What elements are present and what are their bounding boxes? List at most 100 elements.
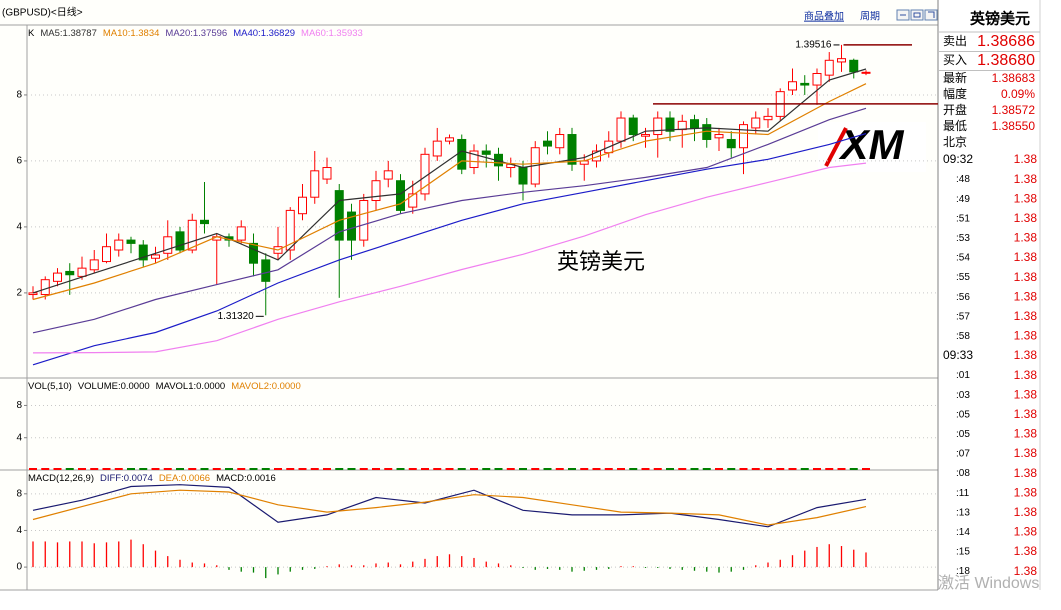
volume-bar	[617, 468, 625, 470]
icon-button[interactable]	[910, 9, 924, 21]
tick-time: :03	[956, 390, 970, 401]
candle-body	[28, 292, 38, 296]
candle-body	[163, 236, 173, 254]
tick-time: :01	[956, 370, 970, 381]
candle-body	[812, 72, 822, 86]
quote-label: 最低	[943, 119, 967, 133]
tick-time: :57	[956, 311, 970, 322]
y-tick-label: 6	[16, 156, 22, 167]
quote-label: 幅度	[943, 86, 967, 101]
quote-value: 0.09%	[1001, 87, 1035, 101]
candle-body	[788, 81, 797, 91]
tick-time: :08	[956, 468, 970, 479]
tick-price: 1.38	[1014, 485, 1038, 499]
legend-value: 0.0000	[196, 381, 225, 392]
quote-label: 最新	[943, 70, 967, 85]
candle-body	[236, 226, 246, 241]
tick-price: 1.38	[1014, 231, 1038, 245]
candle-body	[518, 167, 528, 185]
legend-name: VOLUME	[78, 381, 118, 392]
candle-body	[481, 150, 491, 155]
candle-body	[849, 59, 859, 73]
icon-button[interactable]	[924, 9, 938, 21]
candle-body	[628, 117, 638, 136]
candle-body	[641, 134, 650, 137]
volume-bar	[543, 468, 552, 470]
tick-time: :05	[956, 409, 970, 420]
volume-bar	[764, 468, 772, 470]
volume-bar	[800, 468, 809, 470]
candle-body	[457, 138, 467, 170]
volume-bar	[739, 468, 748, 470]
tick-time: :56	[956, 292, 970, 303]
candle-body	[690, 119, 699, 129]
legend-separator: :	[178, 473, 181, 484]
candle-body	[555, 134, 565, 149]
volume-bar	[127, 468, 135, 470]
legend-separator: :	[194, 381, 197, 392]
candle-body	[726, 138, 736, 149]
legend-value: 0.0000	[121, 381, 150, 392]
volume-bar	[323, 468, 331, 470]
candle-body	[396, 180, 405, 211]
legend-title: MACD(12,26,9)	[28, 473, 94, 484]
legend-value: 1.35933	[329, 28, 363, 39]
icon-glyph	[900, 11, 935, 18]
candle-body	[249, 242, 258, 264]
volume-bar	[372, 468, 380, 470]
tick-time: :58	[956, 331, 970, 342]
series-line	[32, 484, 867, 528]
legend-separator: :	[121, 473, 124, 484]
tick-price: 1.38	[1014, 368, 1038, 382]
symbol-label: (GBPUSD)<日线>	[2, 6, 83, 19]
tick-price: 1.38	[1014, 427, 1038, 441]
candle-body	[89, 259, 99, 271]
legend-value: 1.36829	[261, 28, 295, 39]
legend-separator: :	[128, 28, 131, 39]
volume-bar	[237, 468, 246, 470]
logo-slash	[824, 127, 848, 167]
volume-bar	[359, 468, 368, 470]
candle-body	[432, 140, 442, 157]
volume-bar	[862, 468, 870, 470]
series-line	[32, 83, 867, 301]
volume-bar	[335, 468, 344, 470]
candle-body	[653, 117, 663, 136]
candle-body	[824, 59, 834, 76]
candle-body	[371, 180, 381, 202]
legend-name: MAVOL1	[156, 381, 194, 392]
quote-value: 1.38683	[992, 71, 1036, 85]
candle-body	[102, 246, 111, 263]
quote-label: 开盘	[943, 102, 967, 117]
legend-value: 0.0066	[181, 473, 210, 484]
chart-watermark: 英镑美元	[557, 249, 645, 274]
tick-price: 1.38	[1014, 250, 1038, 264]
candle-body	[347, 211, 356, 241]
toolbar-icons[interactable]	[896, 9, 938, 21]
os-watermark: 激活 Windows	[938, 574, 1039, 592]
legend-name: MA10	[103, 28, 128, 39]
legend-name: MA40	[233, 28, 258, 39]
legend: VOL(5,10) VOLUME:0.0000 MAVOL1:0.0000 MAVOL…	[28, 381, 301, 392]
legend: K MA5:1.38787 MA10:1.3834 MA20:1.37596 MA40:…	[28, 28, 363, 39]
overlay-button[interactable]: 商品叠加	[804, 10, 844, 23]
volume-bar	[188, 468, 197, 470]
volume-bar	[776, 468, 785, 470]
volume-bar	[249, 468, 258, 470]
candle-body	[126, 239, 136, 244]
volume-bar	[531, 468, 540, 470]
y-tick-label: 0	[16, 562, 22, 573]
volume-bar	[90, 468, 99, 470]
legend-name: MA60	[301, 28, 326, 39]
candle-body	[65, 270, 75, 276]
tick-time: :53	[956, 233, 970, 244]
volume-bar	[849, 468, 858, 470]
volume-bar	[286, 468, 295, 470]
ticks-header: 北京	[943, 135, 967, 149]
volume-bar	[457, 468, 466, 470]
period-button[interactable]: 周期	[860, 11, 880, 23]
tick-price: 1.38	[1014, 289, 1038, 303]
volume-bar	[715, 468, 723, 470]
